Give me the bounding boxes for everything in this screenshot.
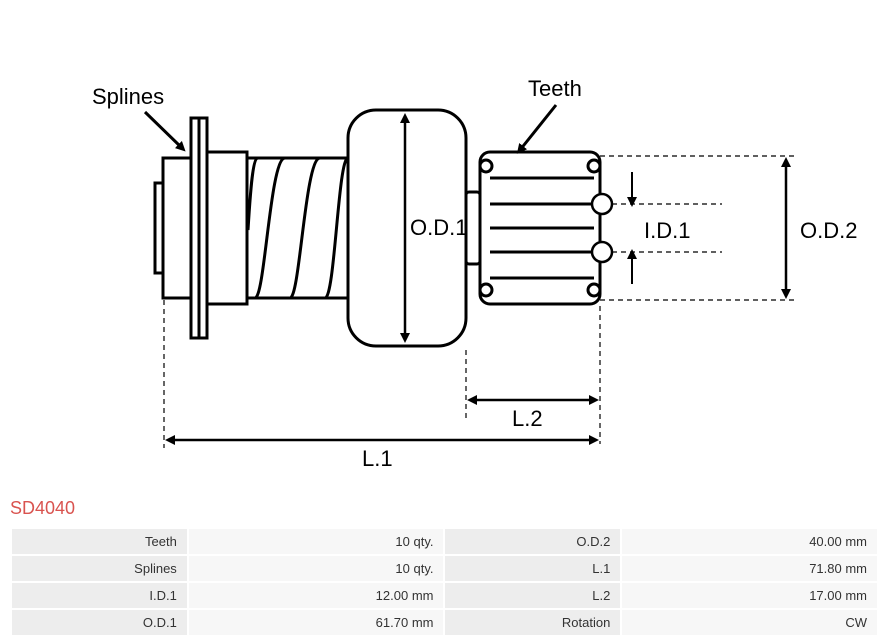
label-id1: I.D.1 xyxy=(644,218,690,243)
table-row: Teeth10 qty.O.D.240.00 mm xyxy=(12,529,877,554)
part-number: SD4040 xyxy=(0,490,889,527)
spec-value: 61.70 mm xyxy=(189,610,444,635)
label-l2: L.2 xyxy=(512,406,543,431)
table-row: Splines10 qty.L.171.80 mm xyxy=(12,556,877,581)
spec-label: Rotation xyxy=(445,610,620,635)
label-teeth: Teeth xyxy=(528,76,582,101)
spec-label: Splines xyxy=(12,556,187,581)
spec-value: 71.80 mm xyxy=(622,556,877,581)
label-od1: O.D.1 xyxy=(410,215,467,240)
spec-value: 40.00 mm xyxy=(622,529,877,554)
spec-label: O.D.1 xyxy=(12,610,187,635)
table-row: O.D.161.70 mmRotationCW xyxy=(12,610,877,635)
spec-value: 10 qty. xyxy=(189,556,444,581)
spec-label: Teeth xyxy=(12,529,187,554)
spec-value: 17.00 mm xyxy=(622,583,877,608)
spec-label: O.D.2 xyxy=(445,529,620,554)
spec-value: 10 qty. xyxy=(189,529,444,554)
table-row: I.D.112.00 mmL.217.00 mm xyxy=(12,583,877,608)
page-container: Splines Teeth O.D.1 I.D.1 O.D.2 xyxy=(0,0,889,637)
label-od2: O.D.2 xyxy=(800,218,857,243)
label-splines: Splines xyxy=(92,84,164,109)
spec-value: 12.00 mm xyxy=(189,583,444,608)
label-l1: L.1 xyxy=(362,446,393,471)
specs-table: Teeth10 qty.O.D.240.00 mmSplines10 qty.L… xyxy=(10,527,879,637)
spec-value: CW xyxy=(622,610,877,635)
spec-label: L.1 xyxy=(445,556,620,581)
technical-diagram: Splines Teeth O.D.1 I.D.1 O.D.2 xyxy=(0,0,889,490)
spec-label: L.2 xyxy=(445,583,620,608)
spec-label: I.D.1 xyxy=(12,583,187,608)
